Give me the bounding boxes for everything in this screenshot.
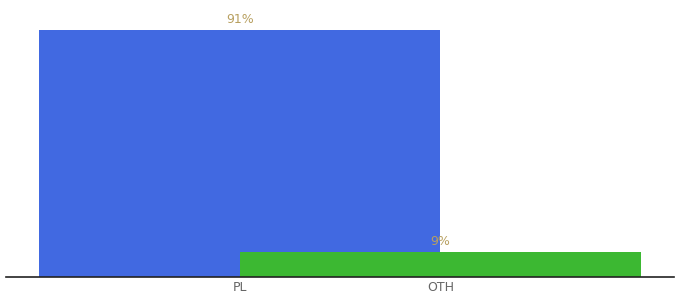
Text: 91%: 91% (226, 13, 254, 26)
Bar (39, 30, 441, 277)
Bar (239, 252, 641, 277)
Text: 9%: 9% (430, 235, 450, 248)
